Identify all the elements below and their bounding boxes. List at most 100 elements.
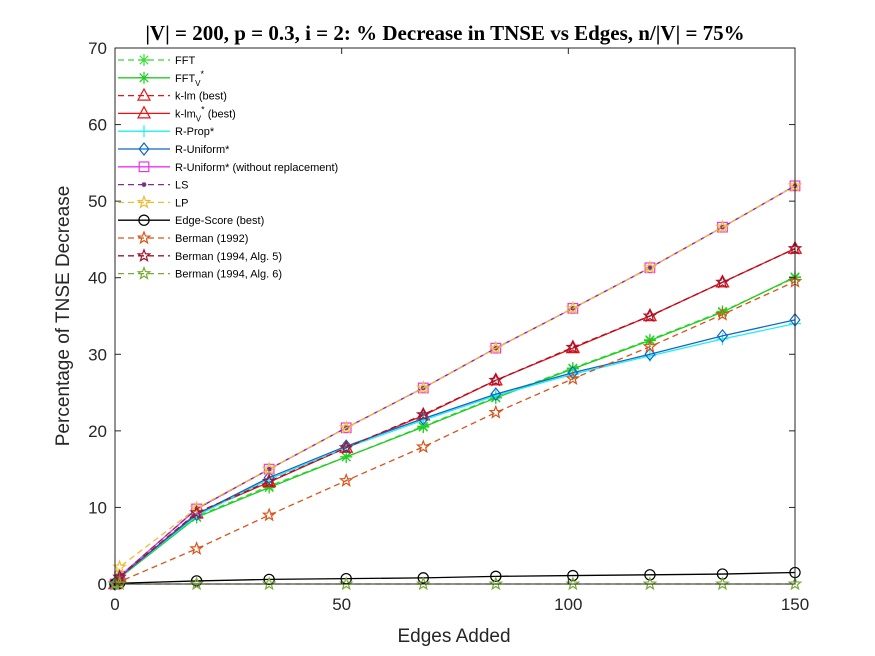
data-point-3-9 [715, 274, 730, 288]
x-tick-label-2: 100 [554, 595, 582, 614]
legend-entry-11: Berman (1994, Alg. 5) [118, 248, 282, 263]
series-5 [109, 312, 801, 591]
data-point-12-9 [715, 576, 730, 591]
legend-marker-2 [136, 87, 152, 101]
y-tick-label-7: 70 [88, 39, 107, 58]
data-point-11-9 [715, 274, 730, 289]
data-point-10-6 [488, 404, 504, 419]
y-tick-label-3: 30 [88, 345, 107, 364]
series-line-1 [114, 276, 796, 585]
series-1 [109, 270, 801, 590]
data-point-12-3 [261, 576, 277, 591]
legend-entry-1: FFTV* [118, 69, 205, 88]
legend-label-main-4: R-Prop* [175, 126, 215, 138]
data-point-11-5 [415, 407, 431, 422]
data-point-8-9 [715, 219, 730, 234]
data-point-10-4 [338, 472, 354, 487]
series-0 [109, 271, 801, 590]
series-11 [107, 240, 803, 591]
legend-marker-4 [138, 125, 150, 138]
legend-label-11: Berman (1994, Alg. 5) [175, 251, 282, 263]
legend-label-2: k-lm (best) [175, 91, 227, 103]
data-point-11-3 [261, 473, 277, 488]
y-tick-label-5: 50 [88, 192, 107, 211]
axes-box [114, 47, 796, 585]
legend-label-sub-3: V [196, 114, 202, 123]
legend-entry-2: k-lm (best) [118, 87, 227, 103]
legend-marker-5 [138, 142, 150, 156]
series-line-11 [114, 248, 796, 585]
legend-marker-10 [136, 230, 152, 245]
legend-entry-10: Berman (1992) [118, 230, 248, 245]
y-tick-label-0: 0 [98, 575, 107, 594]
legend-label-main-7: LS [175, 180, 188, 192]
legend-label-tail-3: (best) [205, 108, 236, 120]
legend-label-main-9: Edge-Score (best) [175, 215, 264, 227]
legend-label-main-10: Berman (1992) [175, 233, 248, 245]
data-point-8-4 [338, 420, 354, 435]
data-point-11-4 [338, 439, 354, 454]
data-point-11-6 [488, 372, 504, 387]
legend-marker-0 [138, 54, 150, 66]
series-line-8 [114, 185, 796, 585]
legend-entry-7: LS [118, 180, 188, 192]
data-point-8-2 [189, 500, 204, 515]
series-line-10 [114, 280, 796, 585]
legend-label-main-2: k-lm (best) [175, 91, 227, 103]
data-point-10-2 [189, 541, 204, 556]
y-tick-label-6: 60 [88, 116, 107, 135]
legend-marker-6 [138, 161, 150, 173]
y-axis-label: Percentage of TNSE Decrease [53, 186, 74, 447]
legend-label-main-12: Berman (1994, Alg. 6) [175, 269, 282, 281]
series-8 [107, 178, 803, 591]
data-point-9-5 [417, 572, 429, 584]
series-line-6 [114, 185, 796, 585]
data-point-4-9 [716, 332, 729, 345]
y-tick-label-1: 10 [88, 498, 107, 517]
data-point-11-2 [189, 505, 204, 520]
data-point-11-7 [565, 339, 581, 354]
data-point-12-2 [189, 576, 204, 591]
data-point-12-0 [107, 576, 123, 591]
legend-label-7: LS [175, 180, 188, 192]
legend-entry-3: k-lmV* (best) [118, 104, 236, 123]
legend-label-0: FFT [175, 55, 195, 67]
legend-label-main-11: Berman (1994, Alg. 5) [175, 251, 282, 263]
legend-label-12: Berman (1994, Alg. 6) [175, 269, 282, 281]
x-tick-label-1: 50 [332, 595, 351, 614]
series-9 [109, 566, 801, 590]
legend-entry-12: Berman (1994, Alg. 6) [118, 265, 282, 281]
legend-label-6: R-Uniform* (without replacement) [175, 162, 338, 174]
data-point-3-8 [642, 308, 657, 322]
data-point-5-6 [490, 387, 502, 402]
legend-label-main-0: FFT [175, 55, 195, 67]
legend-marker-11 [136, 248, 152, 263]
data-point-12-10 [787, 576, 803, 591]
legend-entry-0: FFT [118, 54, 195, 67]
legend-label-main-1: FFT [175, 73, 195, 85]
data-point-10-8 [642, 338, 658, 353]
legend-entry-4: R-Prop* [118, 125, 215, 138]
legend-label-9: Edge-Score (best) [175, 215, 264, 227]
data-point-7-8 [647, 265, 653, 271]
legend-marker-1 [138, 71, 150, 84]
legend-label-1: FFTV* [175, 69, 205, 88]
y-tick-label-4: 40 [88, 269, 107, 288]
legend-marker-7 [141, 182, 147, 188]
legend-label-main-6: R-Uniform* (without replacement) [175, 162, 338, 174]
series-line-3 [114, 248, 796, 585]
legend-label-sup-3: * [201, 104, 205, 114]
data-point-10-9 [715, 306, 730, 321]
data-point-5-4 [340, 439, 352, 454]
legend-marker-8 [136, 194, 152, 209]
legend-marker-12 [136, 265, 152, 280]
data-point-10-3 [261, 507, 277, 522]
legend-label-10: Berman (1992) [175, 233, 248, 245]
series-12 [107, 576, 803, 591]
axes: 0 50 100 150 0 10 20 30 40 50 60 70 [88, 39, 809, 614]
series-line-4 [114, 323, 796, 585]
legend-entry-8: LP [118, 194, 188, 209]
plot-area [107, 178, 803, 591]
